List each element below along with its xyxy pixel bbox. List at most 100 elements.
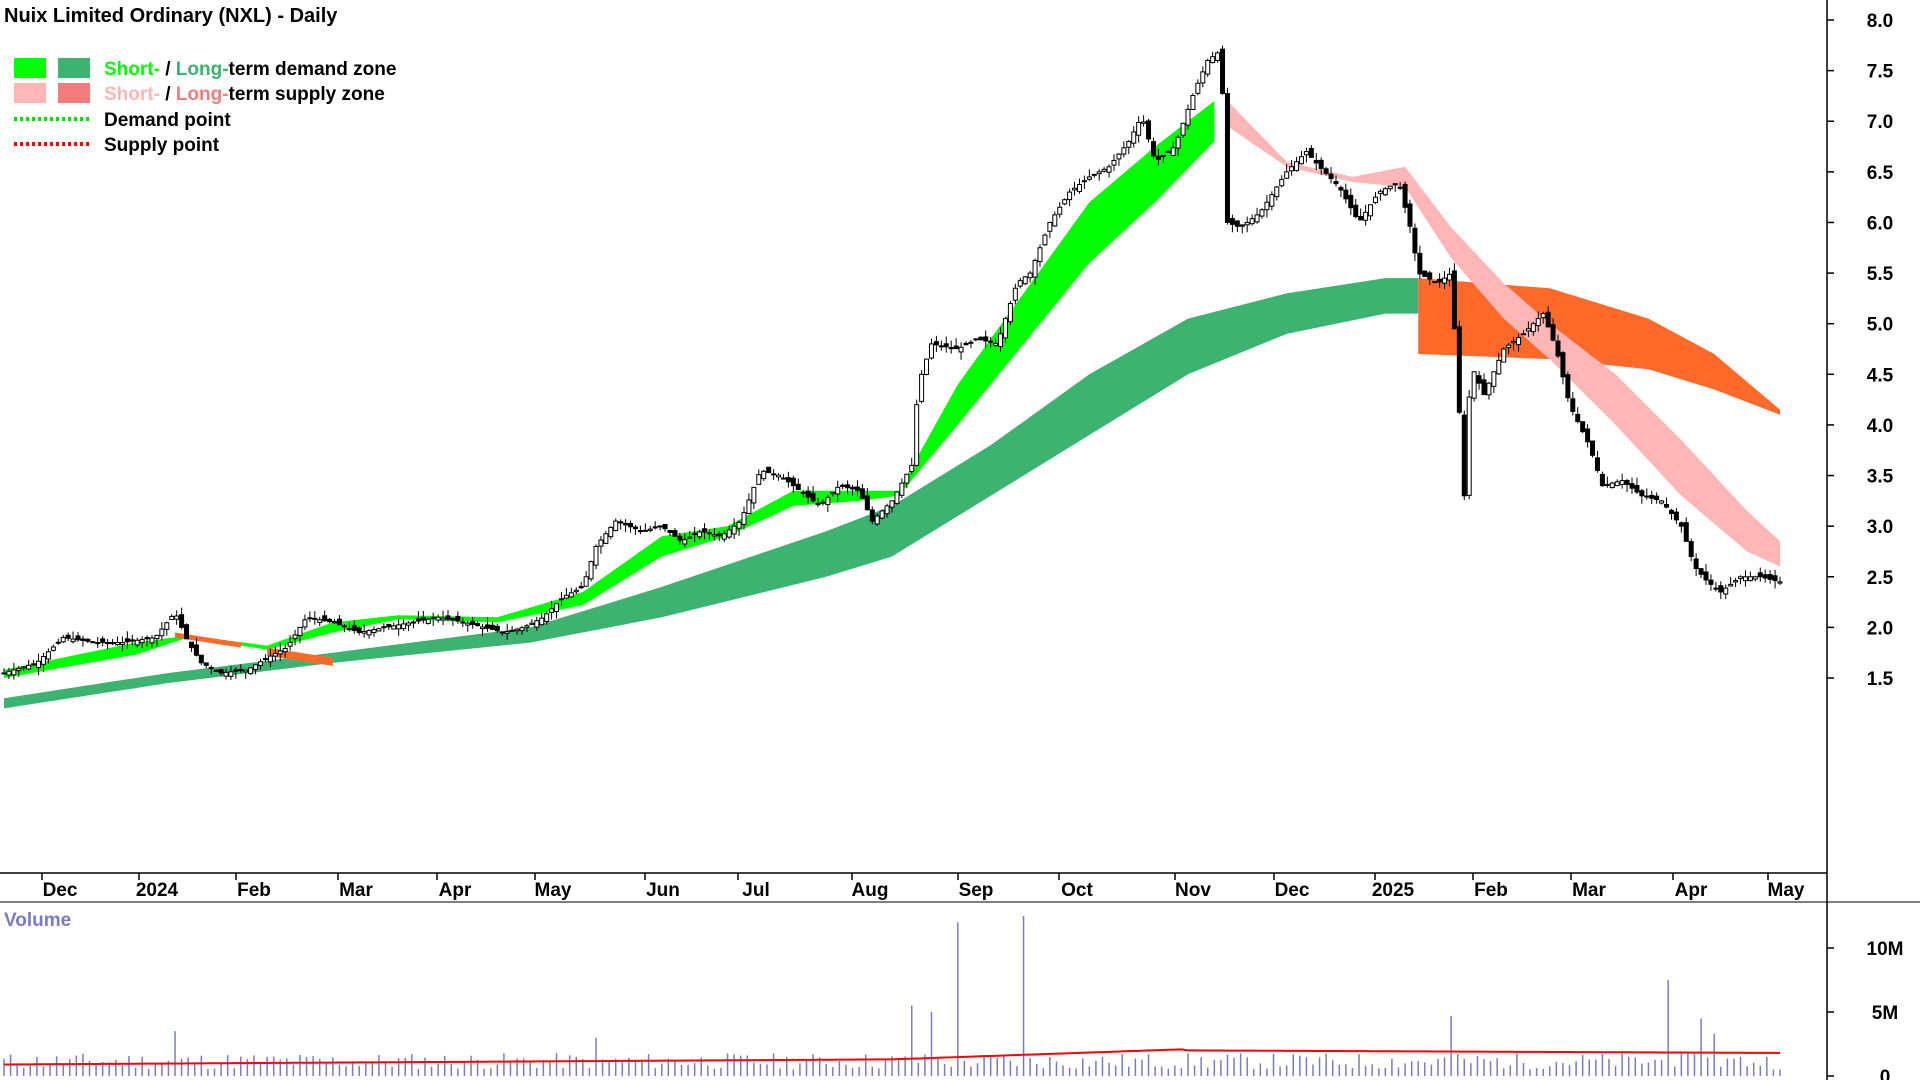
candle-body <box>1244 221 1250 226</box>
candle-body <box>706 532 712 535</box>
candle-body <box>1220 48 1226 94</box>
candle-body <box>356 627 362 633</box>
candle-body <box>1629 483 1635 489</box>
candle-body <box>1565 374 1571 399</box>
candle-body <box>820 501 826 504</box>
candle-body <box>864 495 870 511</box>
candle-body <box>1155 155 1161 160</box>
candle-body <box>1412 227 1418 254</box>
candle-body <box>1012 287 1018 301</box>
candle-body <box>1363 211 1369 221</box>
price-tick-label: 5.5 <box>1867 264 1894 285</box>
candle-body <box>371 629 377 634</box>
date-tick-label: May <box>535 880 572 901</box>
candle-body <box>1560 352 1566 378</box>
date-ticks: Dec 2024 Feb Mar Apr May Jun Jul Aug Sep Oct Nov Dec… <box>41 873 1805 901</box>
candle-body <box>810 492 816 502</box>
candle-body <box>1313 160 1319 164</box>
candle-body <box>484 624 490 629</box>
price-tick-label: 3.5 <box>1867 467 1894 488</box>
candle-body <box>909 464 915 473</box>
candle-body <box>292 634 298 640</box>
candle-body <box>1047 221 1053 232</box>
candle-body <box>105 642 111 645</box>
candle-body <box>963 342 969 346</box>
candle-body <box>825 496 831 506</box>
candle-body <box>504 631 510 634</box>
candle-body <box>336 618 342 626</box>
candle-body <box>593 545 599 566</box>
candles-layer <box>1 45 1783 681</box>
candle-body <box>307 617 313 620</box>
candle-body <box>1575 413 1581 423</box>
candle-body <box>1491 371 1497 387</box>
candle-body <box>139 639 145 644</box>
candle-body <box>1673 511 1679 521</box>
candle-body <box>1688 541 1694 558</box>
candle-body <box>75 635 81 641</box>
candle-body <box>341 625 347 628</box>
candle-body <box>258 661 264 666</box>
candle-body <box>494 625 500 632</box>
candle-body <box>193 644 199 656</box>
candle-body <box>1511 340 1517 344</box>
candle-body <box>1042 234 1048 246</box>
candle-body <box>90 641 96 644</box>
candle-body <box>302 619 308 628</box>
candle-body <box>282 647 288 653</box>
candle-body <box>1303 151 1309 156</box>
candle-body <box>1594 457 1600 471</box>
candle-body <box>1136 121 1142 136</box>
volume-bars <box>3 916 1781 1076</box>
candle-body <box>1160 154 1166 157</box>
candle-body <box>657 525 663 528</box>
candle-body <box>149 637 155 644</box>
candle-body <box>919 373 925 402</box>
candle-body <box>1476 375 1482 384</box>
candle-body <box>721 533 727 540</box>
candle-body <box>687 536 693 539</box>
candle-body <box>80 638 86 642</box>
candle-body <box>578 586 584 589</box>
candle-body <box>410 621 416 624</box>
candle-body <box>1298 156 1304 165</box>
candle-body <box>736 521 742 529</box>
candle-body <box>943 343 949 348</box>
candle-body <box>628 522 634 528</box>
candle-body <box>1338 187 1344 191</box>
candle-body <box>1284 171 1290 179</box>
date-tick-label: May <box>1768 880 1805 901</box>
candle-body <box>1101 168 1107 172</box>
candle-body <box>499 631 505 634</box>
candle-body <box>983 336 989 342</box>
candle-body <box>1239 224 1245 227</box>
candle-body <box>766 466 772 474</box>
candle-body <box>1141 121 1147 124</box>
candle-body <box>978 336 984 341</box>
candle-body <box>1170 147 1176 157</box>
candle-body <box>623 522 629 526</box>
price-tick-label: 2.5 <box>1867 568 1894 589</box>
volume-tick-label: 0 <box>1880 1067 1891 1080</box>
candle-body <box>1446 273 1452 281</box>
price-tick-label: 3.0 <box>1867 517 1893 538</box>
candle-body <box>1076 184 1082 193</box>
candle-body <box>889 500 895 508</box>
candle-body <box>568 592 574 598</box>
candle-body <box>1486 382 1492 396</box>
candle-body <box>642 529 648 532</box>
candle-body <box>859 488 865 499</box>
candle-body <box>790 477 796 487</box>
price-tick-label: 6.5 <box>1867 163 1894 184</box>
candle-body <box>1728 583 1734 587</box>
candle-body <box>1175 136 1181 149</box>
candle-body <box>31 663 37 666</box>
candle-body <box>1067 191 1073 201</box>
candle-body <box>1215 52 1221 62</box>
candle-body <box>440 617 446 621</box>
candle-body <box>1747 576 1753 582</box>
candle-body <box>1121 147 1127 155</box>
candle-body <box>450 617 456 621</box>
candle-body <box>445 615 451 620</box>
